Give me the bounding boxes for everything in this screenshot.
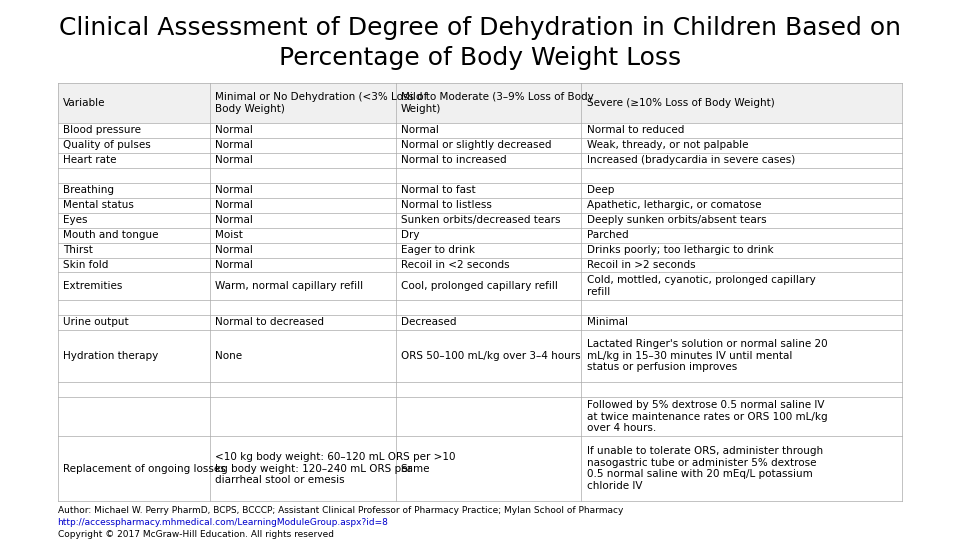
Text: Severe (≥10% Loss of Body Weight): Severe (≥10% Loss of Body Weight)	[587, 98, 775, 108]
Text: Extremities: Extremities	[62, 281, 122, 291]
Text: Normal to fast: Normal to fast	[400, 185, 475, 195]
Text: Blood pressure: Blood pressure	[62, 125, 141, 135]
Text: Dry: Dry	[400, 230, 420, 240]
Text: Eager to drink: Eager to drink	[400, 245, 474, 255]
Text: http://accesspharmacy.mhmedical.com/LearningModuleGroup.aspx?id=8: http://accesspharmacy.mhmedical.com/Lear…	[58, 518, 389, 527]
Text: Warm, normal capillary refill: Warm, normal capillary refill	[215, 281, 363, 291]
Text: Minimal: Minimal	[587, 318, 628, 327]
Text: <10 kg body weight: 60–120 mL ORS per >10
kg body weight: 120–240 mL ORS per
dia: <10 kg body weight: 60–120 mL ORS per >1…	[215, 452, 455, 485]
Text: Followed by 5% dextrose 0.5 normal saline IV
at twice maintenance rates or ORS 1: Followed by 5% dextrose 0.5 normal salin…	[587, 400, 828, 433]
Text: Minimal or No Dehydration (<3% Loss of
Body Weight): Minimal or No Dehydration (<3% Loss of B…	[215, 92, 427, 113]
Text: None: None	[215, 351, 242, 361]
Text: Recoil in >2 seconds: Recoil in >2 seconds	[587, 260, 695, 270]
Text: Increased (bradycardia in severe cases): Increased (bradycardia in severe cases)	[587, 155, 795, 165]
Text: Normal to reduced: Normal to reduced	[587, 125, 684, 135]
Text: Normal: Normal	[215, 245, 252, 255]
Text: Cool, prolonged capillary refill: Cool, prolonged capillary refill	[400, 281, 558, 291]
Text: Normal: Normal	[215, 260, 252, 270]
Text: Breathing: Breathing	[62, 185, 114, 195]
Text: Clinical Assessment of Degree of Dehydration in Children Based on
Percentage of : Clinical Assessment of Degree of Dehydra…	[59, 16, 901, 70]
Text: Cold, mottled, cyanotic, prolonged capillary
refill: Cold, mottled, cyanotic, prolonged capil…	[587, 275, 815, 297]
Text: Same: Same	[400, 464, 430, 474]
Text: Mouth and tongue: Mouth and tongue	[62, 230, 158, 240]
Text: Normal: Normal	[215, 215, 252, 225]
Text: Normal to decreased: Normal to decreased	[215, 318, 324, 327]
Text: Recoil in <2 seconds: Recoil in <2 seconds	[400, 260, 510, 270]
Text: Mental status: Mental status	[62, 200, 133, 210]
Text: Deeply sunken orbits/absent tears: Deeply sunken orbits/absent tears	[587, 215, 766, 225]
Text: Apathetic, lethargic, or comatose: Apathetic, lethargic, or comatose	[587, 200, 761, 210]
Text: Copyright © 2017 McGraw-Hill Education. All rights reserved: Copyright © 2017 McGraw-Hill Education. …	[58, 530, 334, 539]
Text: Normal: Normal	[215, 155, 252, 165]
Text: Normal or slightly decreased: Normal or slightly decreased	[400, 140, 551, 150]
Text: Normal to listless: Normal to listless	[400, 200, 492, 210]
Text: Replacement of ongoing losses: Replacement of ongoing losses	[62, 464, 226, 474]
Text: Deep: Deep	[587, 185, 613, 195]
Text: If unable to tolerate ORS, administer through
nasogastric tube or administer 5% : If unable to tolerate ORS, administer th…	[587, 446, 823, 491]
Text: Normal: Normal	[400, 125, 439, 135]
Text: Heart rate: Heart rate	[62, 155, 116, 165]
Text: Urine output: Urine output	[62, 318, 129, 327]
Text: Mild to Moderate (3–9% Loss of Body
Weight): Mild to Moderate (3–9% Loss of Body Weig…	[400, 92, 593, 113]
Text: Hydration therapy: Hydration therapy	[62, 351, 158, 361]
Text: Decreased: Decreased	[400, 318, 456, 327]
Text: Normal to increased: Normal to increased	[400, 155, 506, 165]
Text: Parched: Parched	[587, 230, 628, 240]
Text: Sunken orbits/decreased tears: Sunken orbits/decreased tears	[400, 215, 561, 225]
Text: Variable: Variable	[62, 98, 106, 108]
Text: Moist: Moist	[215, 230, 243, 240]
Text: Author: Michael W. Perry PharmD, BCPS, BCCCP; Assistant Clinical Professor of Ph: Author: Michael W. Perry PharmD, BCPS, B…	[58, 506, 623, 515]
Text: Drinks poorly; too lethargic to drink: Drinks poorly; too lethargic to drink	[587, 245, 773, 255]
Text: Normal: Normal	[215, 200, 252, 210]
Text: Quality of pulses: Quality of pulses	[62, 140, 151, 150]
Text: Thirst: Thirst	[62, 245, 93, 255]
Text: Lactated Ringer's solution or normal saline 20
mL/kg in 15–30 minutes IV until m: Lactated Ringer's solution or normal sal…	[587, 339, 828, 373]
Bar	[58, 83, 902, 123]
Text: Eyes: Eyes	[62, 215, 87, 225]
Text: Weak, thready, or not palpable: Weak, thready, or not palpable	[587, 140, 748, 150]
Text: Normal: Normal	[215, 125, 252, 135]
Text: Normal: Normal	[215, 140, 252, 150]
Text: Normal: Normal	[215, 185, 252, 195]
Text: ORS 50–100 mL/kg over 3–4 hours: ORS 50–100 mL/kg over 3–4 hours	[400, 351, 581, 361]
Text: Skin fold: Skin fold	[62, 260, 108, 270]
